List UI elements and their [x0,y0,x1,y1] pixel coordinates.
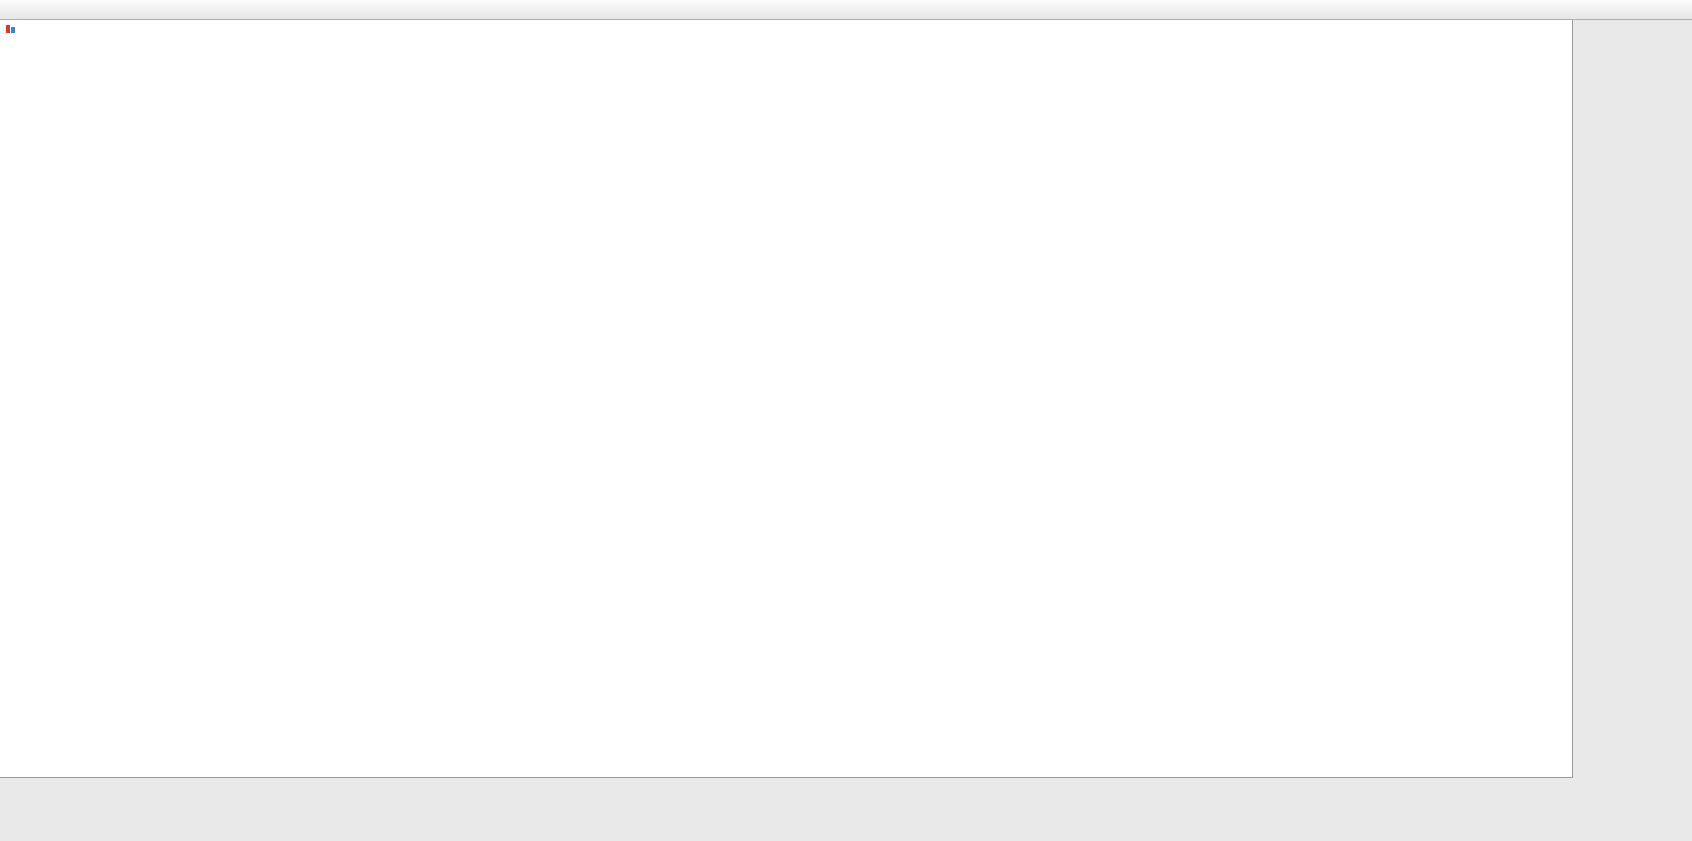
chart-icon [11,27,15,33]
price-chart[interactable] [0,20,1572,777]
chart-background [0,22,1572,772]
main-toolbar [0,0,1692,20]
workspace [0,20,1692,841]
chart-icon [6,25,10,33]
chart-window[interactable] [0,20,1573,778]
symbol-header [6,25,15,33]
